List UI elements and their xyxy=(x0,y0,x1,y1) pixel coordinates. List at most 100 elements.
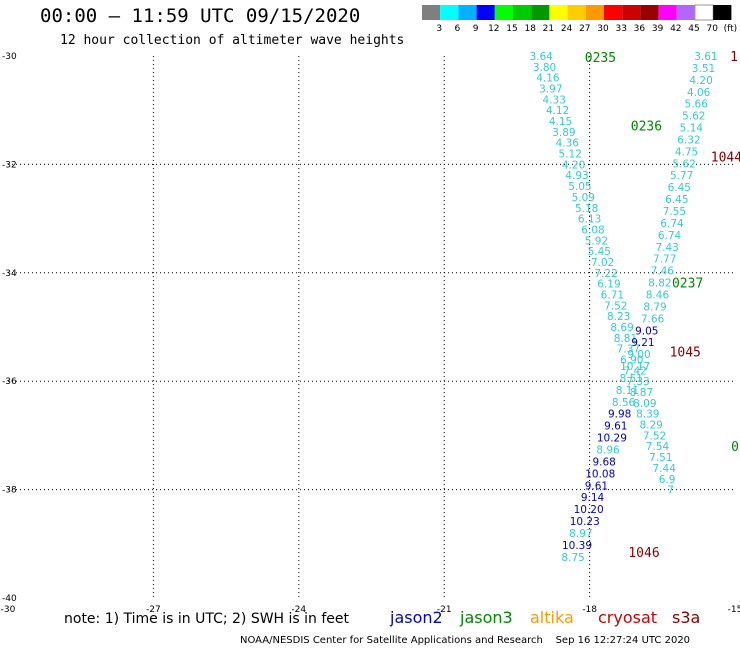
swh-value-label: 5.92 xyxy=(585,235,608,247)
pass-time-label: 1044 xyxy=(711,150,740,165)
axis-ticks: -30 -27 -24 -21 -18 -15 -30 -32 -34 -36 -38 -40 xyxy=(1,52,740,615)
swh-value-label: 5.66 xyxy=(685,99,709,111)
legend-label: 3 xyxy=(436,24,442,34)
legend-label: 36 xyxy=(634,24,646,34)
swh-value-label: 8.82 xyxy=(648,278,671,290)
swh-value-label: 4.36 xyxy=(556,138,580,150)
swh-value-label: 10.39 xyxy=(562,540,592,552)
swh-value-label: 7.22 xyxy=(594,268,617,280)
pass-time-label: 1045 xyxy=(670,345,701,360)
legend-swatch xyxy=(531,5,550,20)
swh-value-label: 10.17 xyxy=(620,361,650,373)
swh-value-label: 8.81 xyxy=(614,333,637,345)
swh-value-label: 5.12 xyxy=(559,149,582,161)
satellite-cryosat: cryosat xyxy=(598,608,658,627)
color-legend: 3 6 9 12 15 18 21 24 27 30 33 36 39 42 45 70 (ft) xyxy=(422,4,738,34)
swh-value-label: 7.77 xyxy=(653,254,676,266)
pass-time-label: 1 xyxy=(730,50,738,65)
swh-value-label: 7.44 xyxy=(653,463,677,475)
swh-value-label: 7.43 xyxy=(655,242,678,254)
legend-label: 12 xyxy=(488,24,499,34)
swh-value-label: 8.51 xyxy=(620,373,643,385)
swh-value-label: 10.23 xyxy=(570,516,600,528)
legend-label: 21 xyxy=(543,24,554,34)
swh-value-label: 4.33 xyxy=(543,94,566,106)
swh-value-label: 6.74 xyxy=(660,218,684,230)
legend-label: 18 xyxy=(524,24,536,34)
legend-swatch xyxy=(476,5,495,20)
swh-value-label: 4.12 xyxy=(546,105,569,117)
swh-value-label: 8.96 xyxy=(596,444,620,456)
footer-credit: NOAA/NESDIS Center for Satellite Applica… xyxy=(240,635,691,646)
y-tick-label: -40 xyxy=(2,594,17,604)
swh-value-label: 8.75 xyxy=(561,552,584,564)
swh-value-label: 4.20 xyxy=(689,75,712,87)
y-tick-label: -36 xyxy=(2,377,17,387)
satellite-jason3: jason3 xyxy=(460,608,513,627)
swh-value-label: 9.68 xyxy=(592,456,615,468)
x-tick-label: -24 xyxy=(291,605,306,615)
swh-value-label: 8.29 xyxy=(639,420,662,432)
legend-label: 70 xyxy=(706,24,718,34)
swh-value-label: 6.45 xyxy=(665,194,688,206)
swh-value-label: 6.74 xyxy=(658,230,682,242)
swh-value-label: 8.87 xyxy=(630,387,653,399)
y-tick-label: -34 xyxy=(2,269,17,279)
pass-time-label: 0235 xyxy=(585,51,616,66)
swh-value-label: 3.89 xyxy=(552,127,575,139)
swh-value-label: 4.75 xyxy=(675,146,698,158)
swh-value-label: 8.39 xyxy=(636,409,659,421)
pass-time-label: 0237 xyxy=(672,277,703,292)
swh-value-label: 7.52 xyxy=(643,430,666,442)
satellite-altika: altika xyxy=(530,608,574,627)
pass-time-label: 1046 xyxy=(628,546,659,561)
legend-label: 39 xyxy=(652,24,664,34)
swh-value-label: 9.61 xyxy=(585,480,608,492)
swh-value-label: 9.61 xyxy=(604,421,627,433)
legend-swatch xyxy=(567,5,586,20)
swh-value-label: 5.18 xyxy=(575,203,598,215)
x-tick-label: -15 xyxy=(728,605,740,615)
swh-value-label: 7.55 xyxy=(663,206,686,218)
swh-value-label: 10.29 xyxy=(597,433,627,445)
swh-value-label: 6.13 xyxy=(578,214,601,226)
legend-label: 24 xyxy=(561,24,573,34)
legend-swatch xyxy=(622,5,641,20)
pass-time-label: 0236 xyxy=(631,119,662,134)
swh-value-label: 8.11 xyxy=(616,385,639,397)
chart-subtitle: 12 hour collection of altimeter wave hei… xyxy=(60,33,405,48)
legend-label: (ft) xyxy=(724,24,738,34)
swh-value-label: 8.23 xyxy=(607,311,630,323)
swh-value-label: 6.90 xyxy=(620,355,643,367)
swh-value-label: 8.09 xyxy=(633,398,656,410)
footer-note: note: 1) Time is in UTC; 2) SWH is in fe… xyxy=(64,611,350,627)
legend-label: 33 xyxy=(615,24,626,34)
swh-value-label: 9.00 xyxy=(627,349,650,361)
swh-value-label: 8.46 xyxy=(646,289,670,301)
legend-swatch xyxy=(585,5,604,20)
swh-value-label: 5.77 xyxy=(670,170,693,182)
legend-label: 6 xyxy=(455,24,461,34)
swh-value-label: 6.71 xyxy=(601,289,624,301)
swh-value-label: 8.69 xyxy=(610,322,633,334)
swh-value-label: 9.21 xyxy=(631,337,654,349)
legend-swatch xyxy=(676,5,695,20)
swh-value-label: 7.52 xyxy=(604,300,627,312)
swh-value-label: 3.97 xyxy=(539,84,562,96)
swh-value-label: 7.54 xyxy=(646,441,670,453)
y-tick-label: -32 xyxy=(2,160,17,170)
swh-value-label: 3.61 xyxy=(694,51,717,63)
swh-value-label: 4.15 xyxy=(549,116,572,128)
y-tick-label: -38 xyxy=(2,486,17,496)
legend-swatch xyxy=(658,5,677,20)
swh-value-label: 10.20 xyxy=(574,504,604,516)
legend-swatch xyxy=(640,5,659,20)
legend-swatch xyxy=(440,5,459,20)
time-labels: 0235 0236 0237 1044 1045 1046 1 0 xyxy=(585,50,740,561)
swh-value-label: 4.20 xyxy=(562,159,585,171)
legend-swatch xyxy=(604,5,623,20)
swh-value-label: 6.08 xyxy=(581,224,604,236)
legend-label: 45 xyxy=(688,24,699,34)
swh-value-label: 7 xyxy=(667,485,674,497)
